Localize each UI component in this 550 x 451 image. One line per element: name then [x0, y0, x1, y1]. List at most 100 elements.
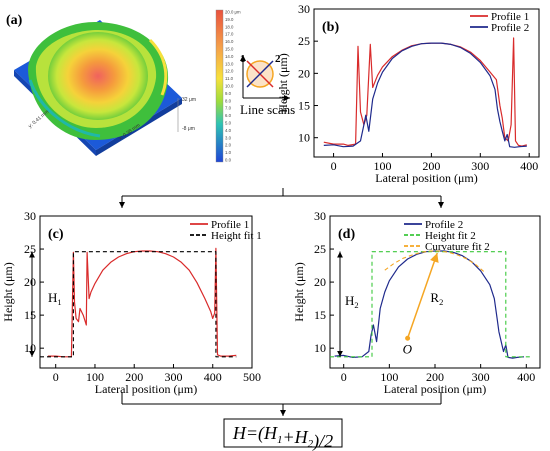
chart-c: 0 100 200 300 400 500 10 15 20 25 30 Lateral positi… [1, 209, 262, 396]
legend-label: Profile 1 [211, 219, 249, 231]
series-line-profile-1 [323, 37, 527, 147]
scan-line-2 [246, 60, 274, 88]
x-tick-label: 100 [86, 370, 104, 384]
annotation-h2: H2 [345, 293, 359, 310]
annotation-subscript: 1 [57, 297, 61, 307]
formula-subscript: 1 [277, 434, 283, 446]
color-scale-tick-label: 5.0 [225, 121, 232, 126]
y-tick-label: 25 [24, 242, 36, 256]
legend-label: Profile 2 [491, 22, 529, 34]
formula-subscript: 2 [308, 438, 314, 450]
color-scale-tick-label: 18.0 [225, 24, 234, 29]
series-line-height-fit-2 [330, 251, 531, 358]
color-scale-tick-label: 9.0 [225, 91, 232, 96]
plot-frame-c [39, 215, 253, 369]
color-scale-tick-label: 10.0 [225, 84, 234, 89]
panel-a-label: (a) [6, 13, 23, 28]
x-tick-label: 100 [380, 370, 398, 384]
formula-part: H [232, 423, 247, 443]
color-scale-tick-label: 8.0 [225, 98, 232, 103]
color-scale-tick-label: 1.0 [225, 150, 232, 155]
series-line-profile-1 [47, 247, 237, 358]
x-tick-label: 300 [471, 159, 489, 173]
color-scale-tick-label: 13.0 [225, 61, 234, 66]
x-axis-label: Lateral position (μm) [375, 171, 477, 185]
color-scale-tick-label: 14.0 [225, 54, 234, 59]
x-tick-label: 200 [422, 159, 440, 173]
y-tick-label: 30 [314, 209, 326, 223]
x-tick-label: 400 [520, 159, 538, 173]
color-scale-bar: 20.0 μm 19.0 18.0 17.0 16.0 15.0 14.0 13.0 12.0 1… [215, 10, 241, 163]
y-tick-label: 20 [24, 275, 36, 289]
x-tick-label: 300 [472, 370, 490, 384]
y-tick-label: 25 [298, 34, 310, 48]
formula-frame [223, 418, 343, 448]
chart-d: 0 100 200 300 400 10 15 20 25 30 Lateral position … [292, 209, 541, 396]
annotation-o: O [403, 341, 413, 356]
formula-part: )/2 [312, 431, 333, 451]
y-tick-label: 10 [314, 341, 326, 355]
y-tick-label: 20 [298, 66, 310, 80]
annotation-symbol: H [345, 293, 354, 308]
series-line-curvature-fit-2 [384, 250, 486, 274]
x-tick-label: 200 [426, 370, 444, 384]
annotation-symbol: H [48, 290, 57, 305]
color-scale-tick-label: 12.0 [225, 69, 234, 74]
legend-label: Height fit 2 [425, 230, 476, 242]
color-scale-ticks: 20.0 μm 19.0 18.0 17.0 16.0 15.0 14.0 13.0 12.0 1… [225, 10, 241, 163]
surface-3d-image [14, 20, 182, 156]
x-tick-label: 400 [517, 370, 535, 384]
color-scale-tick-label: 15.0 [225, 47, 234, 52]
annotation-subscript: 2 [354, 300, 358, 310]
panel-label: (d) [338, 227, 355, 242]
annotation-r2: R2 [430, 290, 443, 307]
x-tick-label: 0 [53, 370, 59, 384]
radius-arrow [406, 252, 439, 339]
y-tick-label: 25 [314, 242, 326, 256]
formula-box: H=(H1+H2)/2 [223, 418, 343, 451]
color-scale-tick-label: 4.0 [225, 128, 232, 133]
y-axis-label: Height (μm) [1, 262, 15, 321]
flow-connectors [119, 188, 444, 416]
formula-symbol: H [294, 427, 309, 447]
formula-symbol: H [263, 423, 278, 443]
x-tick-label: 300 [164, 370, 182, 384]
legend-label: Profile 1 [491, 11, 529, 23]
y-axis-label: Height (μm) [276, 53, 290, 112]
y-tick-label: 15 [24, 308, 36, 322]
curvature-center-dot [405, 335, 411, 341]
z-scale-top: 32 μm [182, 97, 196, 103]
color-scale-tick-label: 19.0 [225, 17, 234, 22]
legend-label: Height fit 1 [211, 230, 262, 242]
legend-label: Profile 2 [425, 219, 463, 231]
annotation-symbol: R [430, 290, 439, 305]
x-axis-label: Lateral position (μm) [384, 382, 486, 396]
color-scale-tick-label: 17.0 [225, 32, 234, 37]
color-scale-tick-label: 0.0 [225, 158, 232, 163]
y-tick-label: 10 [298, 131, 310, 145]
y-tick-label: 30 [298, 2, 310, 16]
scan-label-2: 2 [275, 53, 281, 65]
panel-a: (a) 32 μm -8 μm y: 0.41 mm x: 0.38 mm 20… [6, 10, 295, 163]
color-scale-tick-label: 11.0 [225, 76, 234, 81]
color-scale-tick-label: 3.0 [225, 135, 232, 140]
x-tick-label: 500 [243, 370, 261, 384]
color-scale-tick-label: 7.0 [225, 106, 232, 111]
x-tick-label: 0 [341, 370, 347, 384]
y-tick-label: 30 [24, 209, 36, 223]
annotation-h1: H1 [48, 290, 62, 307]
chart-b: 0 100 200 300 400 10 15 20 25 30 Lateral position … [276, 2, 540, 185]
x-tick-label: 400 [204, 370, 222, 384]
plot-frame-b [313, 8, 540, 158]
y-tick-label: 10 [24, 341, 36, 355]
x-axis-label: Lateral position (μm) [95, 382, 197, 396]
formula-text: H=(H1+H2)/2 [232, 423, 333, 451]
z-scale-bottom: -8 μm [182, 126, 195, 132]
y-axis-label: Height (μm) [292, 262, 306, 321]
y-tick-label: 20 [314, 275, 326, 289]
line-scan-schematic: 1 2 Line scans [240, 53, 295, 117]
series-line-profile-2 [323, 42, 527, 148]
x-tick-label: 0 [331, 159, 337, 173]
color-scale-tick-label: 2.0 [225, 143, 232, 148]
y-tick-label: 15 [314, 308, 326, 322]
